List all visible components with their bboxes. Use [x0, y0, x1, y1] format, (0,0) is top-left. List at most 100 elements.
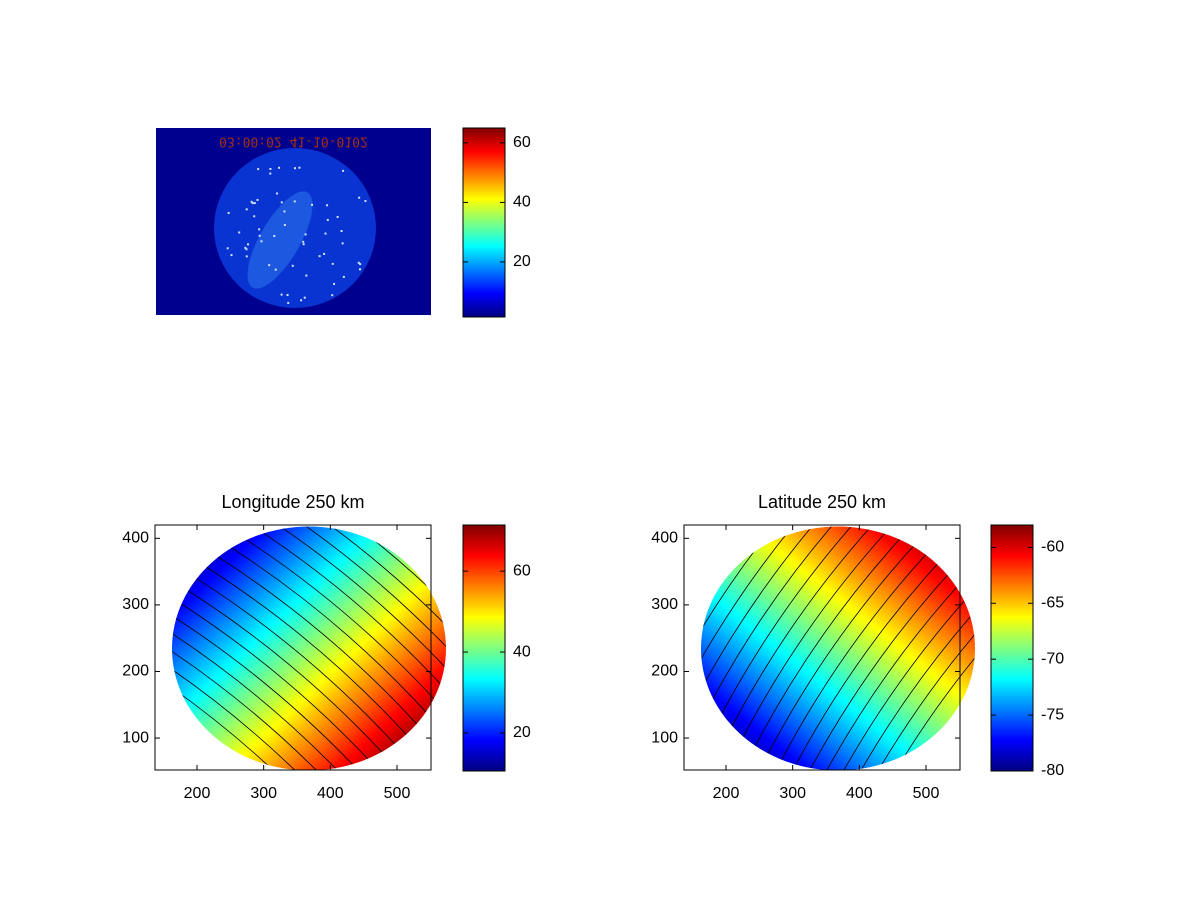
star	[333, 282, 336, 285]
star	[304, 233, 307, 236]
contour-line	[701, 526, 904, 771]
star	[256, 198, 259, 201]
star	[280, 201, 283, 204]
star	[278, 166, 281, 169]
star	[280, 293, 283, 296]
contour-line	[172, 588, 405, 771]
star	[230, 254, 233, 257]
star	[226, 247, 229, 250]
colorbar-tick-label: 40	[513, 643, 531, 660]
colorbar-tick-label: 60	[513, 562, 531, 579]
star	[274, 268, 277, 271]
colorbar-frame	[462, 524, 506, 772]
x-tick-label: 500	[384, 785, 411, 802]
colorbar-tick-label: -60	[1041, 539, 1064, 556]
x-tick-label: 300	[250, 785, 277, 802]
star	[253, 202, 256, 205]
colorbar-tick-label: 60	[513, 134, 531, 151]
star	[273, 235, 276, 238]
contour-line	[172, 565, 424, 771]
star	[227, 212, 230, 215]
contour-line	[223, 526, 446, 697]
image-annotation: 03:00:02 41-10-0102	[219, 134, 368, 149]
star	[341, 242, 344, 245]
star	[258, 228, 261, 231]
y-tick-label: 100	[651, 729, 678, 746]
x-tick-label: 200	[184, 785, 211, 802]
contour-line	[172, 611, 386, 771]
star	[358, 196, 361, 199]
x-tick-label: 200	[713, 785, 740, 802]
star	[323, 252, 326, 255]
contour-line	[172, 577, 415, 771]
star	[326, 204, 329, 207]
contour-line	[701, 526, 867, 753]
star	[331, 294, 334, 297]
y-tick-label: 400	[651, 530, 678, 547]
star	[326, 218, 329, 221]
star	[359, 268, 362, 271]
star	[268, 264, 271, 267]
x-tick-label: 300	[779, 785, 806, 802]
contour-line	[194, 526, 446, 732]
colorbar-tick-label: -80	[1041, 762, 1064, 779]
contour-plot	[701, 526, 975, 771]
star	[359, 263, 362, 266]
sky-glow	[247, 191, 313, 289]
y-tick-label: 300	[122, 596, 149, 613]
star	[298, 166, 301, 169]
star	[250, 200, 253, 203]
x-tick-label: 400	[846, 785, 873, 802]
star	[260, 240, 263, 243]
contour-line	[796, 536, 975, 771]
star	[364, 200, 367, 203]
star	[342, 275, 345, 278]
star	[245, 248, 248, 251]
contour-line	[172, 623, 376, 771]
contour-line	[172, 600, 396, 771]
contour-line	[833, 561, 975, 771]
axes-frame	[683, 524, 961, 771]
star	[283, 224, 286, 227]
contour-line	[213, 526, 446, 709]
chart-title: Latitude 250 km	[758, 492, 886, 512]
contour-line	[174, 526, 446, 755]
star	[324, 232, 327, 235]
chart-title: Longitude 250 km	[221, 492, 364, 512]
star	[269, 167, 272, 170]
colorbar-tick-label: 20	[513, 253, 531, 270]
star	[293, 167, 296, 170]
colorbar-tick-label: -75	[1041, 706, 1064, 723]
x-tick-label: 400	[317, 785, 344, 802]
contour-line	[808, 544, 975, 771]
colorbar-tick-label: -65	[1041, 594, 1064, 611]
y-tick-label: 200	[651, 663, 678, 680]
star	[287, 301, 290, 304]
contour-line	[784, 527, 975, 771]
star	[269, 172, 272, 175]
contour-line	[184, 526, 446, 743]
star	[305, 274, 308, 277]
star	[357, 261, 360, 264]
contour-line	[701, 526, 880, 761]
colorbar-tick-label: 40	[513, 194, 531, 211]
star	[342, 169, 345, 172]
star	[286, 294, 289, 297]
star	[253, 215, 256, 218]
colorbar	[463, 525, 505, 771]
star	[331, 262, 334, 265]
x-tick-label: 500	[913, 785, 940, 802]
star	[303, 296, 306, 299]
y-tick-label: 100	[122, 729, 149, 746]
star	[244, 246, 247, 249]
contour-line	[701, 526, 892, 770]
star	[336, 215, 339, 218]
star	[340, 230, 343, 233]
star	[238, 231, 241, 234]
colorbar-frame	[462, 127, 506, 318]
y-tick-label: 300	[651, 596, 678, 613]
star	[251, 202, 254, 205]
colorbar-frame	[990, 524, 1034, 772]
star	[302, 240, 305, 243]
star	[283, 210, 286, 213]
